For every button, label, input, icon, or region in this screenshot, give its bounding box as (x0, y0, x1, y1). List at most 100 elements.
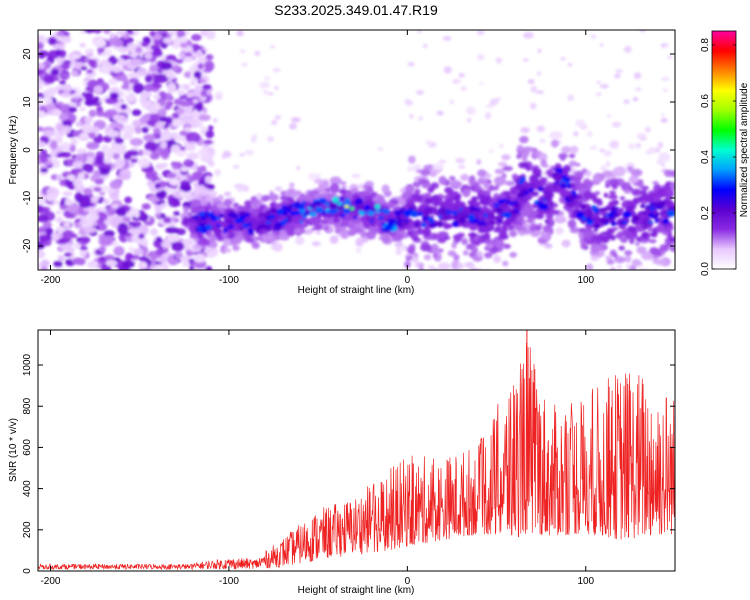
spectrogram-cell (205, 54, 214, 61)
spectrogram-cell (609, 140, 619, 149)
spectrogram-cell (398, 198, 407, 206)
spectrogram-cell (493, 215, 499, 220)
spectrogram-cell (263, 76, 271, 81)
spectrogram-cell (369, 219, 374, 223)
spectrogram-cell (332, 196, 339, 203)
chart-title: S233.2025.349.01.47.R19 (274, 2, 438, 18)
spectrogram-cell (193, 253, 206, 263)
spectrogram-cell (227, 225, 235, 229)
spectrogram-cell (180, 182, 192, 192)
spectrogram-cell (149, 113, 160, 122)
spectrogram-marks (38, 30, 675, 281)
spectrogram-cell (315, 201, 322, 206)
spectrogram-cell (84, 99, 95, 107)
spectrogram-cell (83, 188, 93, 196)
spectrogram-cell (453, 194, 461, 203)
spectrogram-cell (289, 123, 297, 130)
spectrogram-cell (200, 188, 210, 196)
spectrogram-cell (623, 182, 631, 189)
spectrogram-cell (192, 98, 199, 104)
spectrogram-cell (611, 227, 619, 231)
spectrogram-cell (79, 246, 88, 251)
spectrogram-cell (42, 221, 52, 229)
spectrogram-cell (600, 235, 610, 244)
spectrogram-cell (179, 146, 186, 151)
spectrogram-cell (452, 220, 459, 228)
spectrogram-cell (258, 213, 264, 217)
spectrogram-cell (279, 195, 288, 201)
spectrogram-cell (116, 30, 127, 36)
spectrogram-cell (502, 165, 513, 172)
spectrogram-cell (416, 211, 424, 216)
spectrogram-cell (265, 210, 270, 214)
y-tick-label: 1000 (22, 353, 33, 376)
spectrogram-cell (558, 153, 568, 159)
spectrogram-cell (664, 42, 669, 48)
spectrogram-cell (615, 233, 623, 239)
spectrogram-cell (315, 231, 322, 235)
spectrogram-cell (610, 206, 617, 213)
spectrogram-cell (105, 259, 118, 267)
spectrogram-cell (136, 237, 148, 245)
spectrogram-cell (485, 112, 491, 116)
spectrogram-cell (122, 260, 135, 269)
spectrogram-cell (196, 166, 204, 172)
spectrogram-cell (540, 162, 547, 167)
spectrogram-cell (68, 107, 78, 113)
colorbar-label: Normalized spectral amplitude (739, 82, 750, 217)
spectrogram-cell (414, 274, 422, 281)
spectrogram-cell (656, 191, 668, 198)
spectrogram-cell (109, 192, 120, 200)
spectrogram-cell (424, 197, 434, 204)
spectrogram-x-ticks: -200 -100 0 100 (40, 30, 595, 286)
spectrogram-cell (140, 91, 152, 99)
spectrogram-cell (418, 116, 423, 121)
spectrogram-cell (531, 210, 540, 215)
spectrogram-cell (496, 219, 503, 223)
spectrogram-cell (49, 151, 58, 158)
spectrogram-cell (667, 206, 675, 211)
spectrogram-cell (323, 180, 329, 187)
spectrogram-cell (177, 83, 184, 89)
spectrogram-cell (414, 184, 421, 189)
spectrogram-cell (652, 181, 659, 185)
y-tick-label: -20 (22, 238, 33, 253)
spectrogram-cell (418, 266, 425, 270)
spectrogram-cell (510, 210, 516, 214)
spectrogram-cell (420, 169, 431, 176)
spectrogram-cell (518, 180, 524, 185)
spectrogram-cell (400, 221, 408, 226)
spectrogram-cell (198, 114, 211, 122)
spectrogram-cell (427, 265, 436, 270)
spectrogram-cell (619, 196, 626, 201)
spectrogram-cell (586, 263, 594, 270)
spectrogram-cell (451, 210, 459, 216)
spectrogram-cell (40, 36, 50, 44)
spectrogram-cell (582, 230, 594, 238)
spectrogram-cell (291, 117, 301, 123)
spectrogram-cell (197, 63, 204, 70)
spectrogram-cell (279, 229, 287, 236)
spectrogram-cell (83, 226, 97, 234)
spectrogram-cell (274, 86, 279, 91)
spectrogram-cell (124, 196, 132, 204)
spectrogram-cell (60, 142, 72, 149)
spectrogram-cell (599, 84, 609, 89)
spectrogram-cell (549, 202, 554, 208)
spectrogram-cell (580, 204, 587, 210)
spectrogram-cell (43, 60, 52, 66)
spectrogram-cell (484, 252, 493, 259)
spectrogram-cell (660, 113, 666, 117)
spectrogram-cell (141, 126, 149, 134)
spectrogram-cell (628, 143, 635, 149)
spectrogram-cell (506, 272, 517, 281)
spectrogram-cell (130, 157, 139, 164)
spectrogram-cell (60, 103, 76, 116)
spectrogram-cell (114, 142, 127, 155)
spectrogram-cell (250, 136, 257, 143)
spectrogram-cell (174, 251, 183, 259)
spectrogram-cell (404, 186, 414, 191)
spectrogram-cell (603, 192, 609, 198)
